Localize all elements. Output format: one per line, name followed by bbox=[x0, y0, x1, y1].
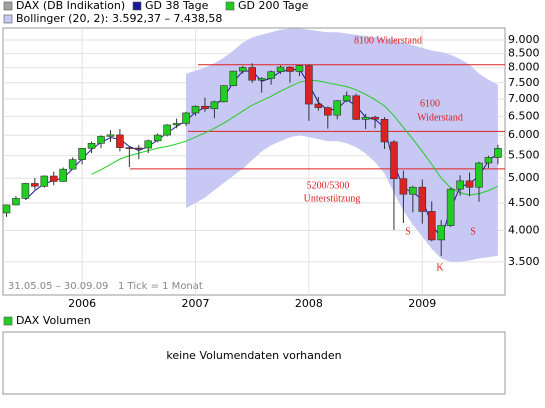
range-label: 31.05.05 – 30.09.09 bbox=[8, 281, 108, 292]
candle-body bbox=[97, 136, 105, 144]
y-tick-label: 9.000 bbox=[508, 33, 540, 46]
candle-body bbox=[286, 66, 294, 72]
candle-body bbox=[210, 101, 219, 110]
moving-average bbox=[91, 79, 499, 196]
candle-body bbox=[409, 186, 417, 195]
candle-body bbox=[257, 78, 266, 81]
candle-body bbox=[135, 147, 143, 150]
line-label: Unterstützung bbox=[304, 193, 361, 204]
candle-body bbox=[314, 103, 323, 108]
candle-body bbox=[361, 116, 370, 120]
tick-label: 1 Tick = 1 Monat bbox=[118, 281, 203, 292]
legend-label: DAX Volumen bbox=[16, 314, 91, 327]
candle-body bbox=[191, 105, 200, 114]
candle-body bbox=[229, 70, 238, 86]
legend-swatch bbox=[3, 14, 13, 24]
candle-body bbox=[12, 198, 20, 206]
y-tick-label: 6.000 bbox=[508, 128, 540, 141]
line-label: 6100 bbox=[420, 98, 440, 109]
candle-body bbox=[399, 178, 408, 195]
candle-body bbox=[390, 141, 398, 179]
legend-swatch bbox=[225, 1, 235, 11]
legend-label: GD 200 Tage bbox=[238, 0, 309, 12]
candle-body bbox=[352, 95, 360, 120]
candle-body bbox=[201, 105, 209, 110]
y-tick-label: 8.000 bbox=[508, 61, 540, 74]
candle-body bbox=[78, 148, 86, 160]
x-tick-label: 2007 bbox=[182, 297, 210, 310]
y-tick-label: 8.500 bbox=[508, 46, 540, 59]
y-tick-label: 4.500 bbox=[508, 196, 540, 209]
volume-message: keine Volumendaten vorhanden bbox=[166, 349, 341, 362]
candle-body bbox=[116, 134, 124, 148]
legend-swatch bbox=[3, 1, 13, 11]
candle-body bbox=[456, 180, 464, 190]
candle-body bbox=[446, 188, 455, 226]
candle-body bbox=[295, 65, 304, 72]
y-tick-label: 4.000 bbox=[508, 224, 540, 237]
y-tick-label: 7.000 bbox=[508, 92, 540, 105]
candle-body bbox=[475, 162, 483, 188]
candle-body bbox=[163, 124, 171, 136]
candle-body bbox=[21, 183, 30, 199]
annotation: K bbox=[436, 262, 444, 273]
y-tick-label: 7.500 bbox=[508, 76, 540, 89]
candle-body bbox=[267, 71, 275, 79]
candle-body bbox=[2, 204, 11, 214]
legend-label: GD 38 Tage bbox=[145, 0, 209, 12]
candle-body bbox=[494, 148, 502, 158]
candle-body bbox=[220, 85, 228, 103]
candle-body bbox=[144, 140, 153, 149]
candle-body bbox=[31, 183, 39, 187]
line-label: Widerstand bbox=[417, 112, 463, 123]
candle-body bbox=[49, 175, 58, 182]
x-tick-label: 2008 bbox=[295, 297, 323, 310]
y-tick-label: 5.500 bbox=[508, 149, 540, 162]
legend-label: DAX (DB Indikation) bbox=[16, 0, 125, 12]
candle-body bbox=[437, 225, 446, 241]
legend-swatch bbox=[132, 1, 142, 11]
candle-body bbox=[333, 100, 342, 116]
candle-body bbox=[87, 143, 96, 149]
candle-body bbox=[68, 159, 77, 170]
candle-body bbox=[153, 134, 162, 142]
candle-body bbox=[305, 65, 313, 105]
candle-body bbox=[276, 66, 285, 73]
y-tick-label: 3.500 bbox=[508, 255, 540, 268]
annotation: S bbox=[405, 226, 411, 237]
legend-swatch bbox=[3, 316, 13, 326]
candle-body bbox=[40, 175, 49, 187]
candle-body bbox=[371, 116, 379, 120]
y-tick-label: 5.000 bbox=[508, 171, 540, 184]
candle-body bbox=[182, 112, 190, 124]
line-label: 8100 Widerstand bbox=[354, 35, 422, 46]
candle-body bbox=[106, 134, 115, 137]
candle-body bbox=[427, 211, 436, 241]
candle-body bbox=[125, 147, 134, 149]
candle-body bbox=[248, 67, 256, 81]
legend-label: Bollinger (20, 2): 3.592,37 – 7.438,58 bbox=[16, 12, 222, 25]
x-tick-label: 2006 bbox=[68, 297, 96, 310]
candle-body bbox=[342, 95, 351, 102]
candle-body bbox=[380, 118, 389, 143]
candle-body bbox=[238, 67, 247, 72]
candle-body bbox=[418, 186, 427, 212]
candle-body bbox=[59, 168, 68, 182]
candle-body bbox=[323, 107, 332, 116]
line-label: 5200/5300 bbox=[307, 180, 350, 191]
annotation: S bbox=[470, 226, 476, 237]
x-tick-label: 2009 bbox=[408, 297, 436, 310]
candle-body bbox=[172, 123, 181, 126]
candle-body bbox=[465, 180, 474, 188]
candle-body bbox=[484, 157, 493, 164]
y-tick-label: 6.500 bbox=[508, 109, 540, 122]
volume-frame bbox=[2, 331, 506, 395]
